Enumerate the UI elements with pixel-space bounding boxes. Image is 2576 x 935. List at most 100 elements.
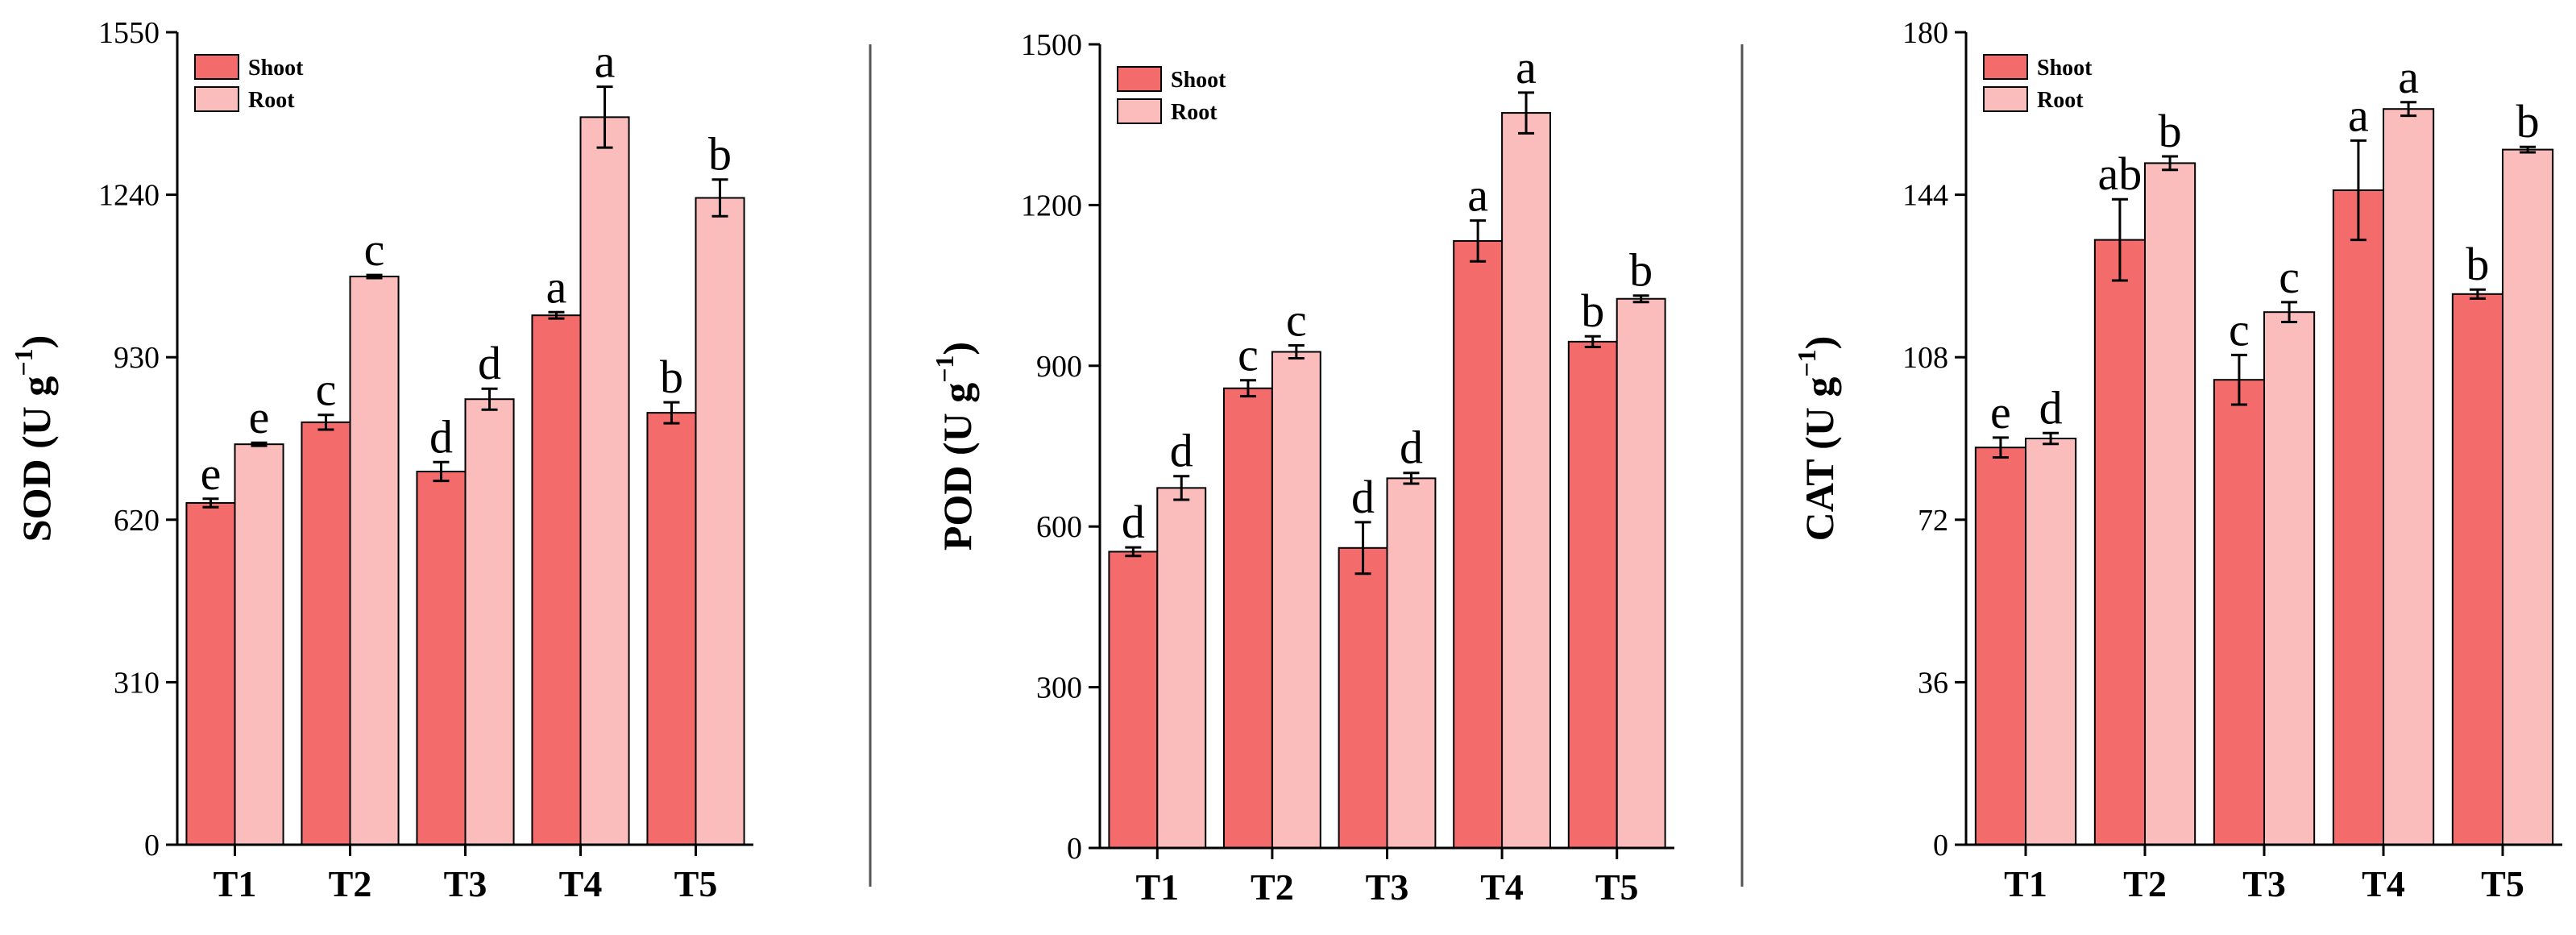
significance-letter: a: [2398, 51, 2419, 103]
bar-root: [2025, 438, 2077, 846]
significance-letter: c: [1238, 329, 1259, 381]
legend-swatch-shoot: [1983, 54, 2028, 80]
significance-letter: ab: [2098, 148, 2143, 200]
bar-root: [234, 443, 284, 846]
bar-shoot: [301, 421, 351, 846]
x-category-label: T2: [2123, 863, 2167, 904]
y-tick-label: 0: [1933, 829, 1948, 862]
bar-root: [1616, 297, 1666, 849]
x-category-label: T2: [1251, 866, 1294, 908]
y-tick-label: 0: [144, 829, 160, 862]
y-axis-label-main: CAT (U g: [1797, 377, 1842, 542]
significance-letter: a: [595, 35, 616, 88]
bar-root: [1156, 487, 1207, 849]
x-category-label: T2: [329, 863, 372, 904]
significance-letter: d: [1351, 471, 1375, 523]
y-axis-label-superscript: −1: [1792, 349, 1821, 376]
chart-sod: 0 310 620 930 1240 1550 SOD (U g−1) ee T1 c c T2 dd T…: [9, 16, 753, 904]
y-axis-label-close: ): [14, 335, 59, 349]
significance-letter: a: [546, 260, 567, 313]
bar-shoot: [185, 501, 236, 846]
significance-letter: b: [1629, 244, 1653, 297]
significance-letter: e: [201, 447, 222, 500]
bar-shoot: [1223, 387, 1273, 849]
y-axis-label-close: ): [1797, 336, 1842, 350]
significance-letter: b: [2516, 95, 2540, 148]
y-tick-label: 0: [1067, 832, 1082, 866]
legend-label: Shoot: [2037, 56, 2093, 81]
y-axis-label: SOD (U g−1): [9, 335, 59, 542]
y-axis-label-main: POD (U g: [935, 383, 980, 551]
bar-shoot: [1567, 340, 1618, 849]
y-tick-label: 310: [114, 666, 160, 700]
x-category-label: T1: [1135, 866, 1179, 908]
significance-letter: a: [2348, 89, 2369, 141]
bar-shoot: [2213, 379, 2266, 846]
legend-swatch-root: [194, 86, 239, 112]
bar-shoot: [646, 412, 697, 846]
bar-shoot: [2093, 239, 2147, 846]
bar-shoot: [1974, 447, 2027, 846]
x-category-label: T1: [214, 863, 257, 904]
bar-root: [349, 276, 400, 846]
y-axis-label-close: ): [935, 342, 980, 355]
significance-letter: c: [316, 364, 337, 416]
legend-label: Root: [2037, 88, 2084, 113]
x-category-label: T5: [674, 863, 718, 904]
bar-shoot: [1453, 239, 1504, 849]
y-tick-label: 1200: [1021, 189, 1082, 222]
bar-shoot: [416, 470, 467, 846]
y-tick-label: 930: [114, 341, 160, 375]
legend-label: Shoot: [248, 56, 304, 81]
significance-letter: e: [249, 391, 270, 443]
y-tick-label: 72: [1918, 504, 1948, 538]
significance-letter: c: [364, 223, 385, 276]
x-category-label: T4: [1480, 866, 1524, 908]
legend-swatch-shoot: [1117, 66, 1162, 92]
significance-letter: a: [1516, 41, 1537, 94]
bar-shoot: [531, 314, 582, 846]
significance-letter: a: [1467, 169, 1488, 222]
significance-letter: d: [1122, 496, 1145, 548]
significance-letter: c: [2279, 251, 2300, 303]
y-tick-label: 36: [1918, 666, 1948, 700]
significance-letter: c: [2229, 303, 2250, 355]
significance-letter: b: [1581, 285, 1604, 337]
bar-root: [2144, 162, 2196, 846]
legend-label: Root: [248, 88, 295, 113]
significance-letter: d: [1170, 425, 1193, 477]
bar-root: [1386, 477, 1437, 849]
bar-root: [579, 116, 630, 846]
y-tick-label: 144: [1902, 179, 1948, 213]
bar-root: [464, 398, 515, 846]
y-axis-label-superscript: −1: [9, 348, 38, 376]
x-category-label: T5: [1595, 866, 1639, 908]
bar-root: [2263, 311, 2316, 846]
significance-letter: e: [1990, 386, 2011, 438]
bar-shoot: [1108, 551, 1159, 849]
y-tick-label: 1550: [98, 16, 160, 50]
y-tick-label: 180: [1902, 16, 1948, 50]
significance-letter: c: [1286, 294, 1307, 347]
y-axis-label-main: SOD (U g: [14, 376, 59, 542]
legend-label: Shoot: [1171, 68, 1226, 93]
y-axis-label-superscript: −1: [930, 355, 959, 383]
x-category-label: T3: [2242, 863, 2286, 904]
y-tick-label: 1240: [98, 179, 160, 213]
legend-swatch-shoot: [194, 54, 239, 80]
y-tick-label: 108: [1902, 341, 1948, 375]
bar-root: [1501, 112, 1551, 849]
x-category-label: T3: [1366, 866, 1409, 908]
bar-root: [2383, 108, 2435, 846]
bar-root: [2502, 148, 2554, 846]
legend-swatch-root: [1117, 98, 1162, 124]
x-category-label: T1: [2004, 863, 2047, 904]
bar-root: [695, 197, 745, 846]
bar-shoot: [2451, 293, 2504, 846]
y-tick-label: 620: [114, 504, 160, 538]
x-category-label: T3: [444, 863, 487, 904]
bar-shoot: [2332, 189, 2385, 846]
